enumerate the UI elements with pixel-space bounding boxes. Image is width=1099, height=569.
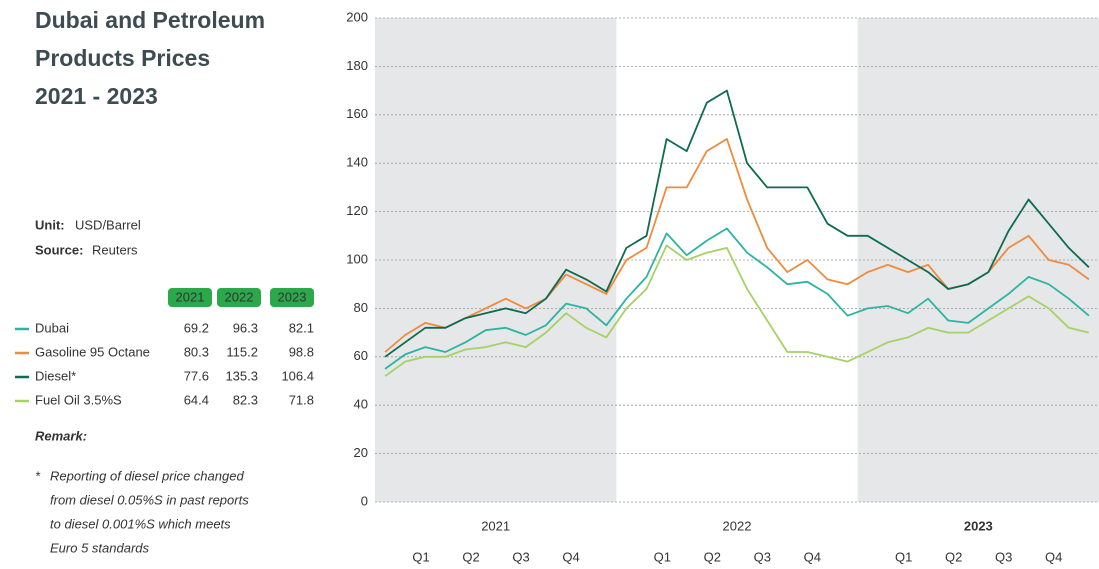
y-tick-label: 60 <box>354 348 368 363</box>
series-line <box>384 227 1090 370</box>
quarter-label: Q3 <box>995 549 1012 564</box>
table-value: 96.3 <box>233 320 258 335</box>
table-value: 77.6 <box>184 368 209 383</box>
table-value: 106.4 <box>281 368 314 383</box>
column-header: 2021 <box>176 289 205 304</box>
remark-title: Remark: <box>35 428 87 443</box>
quarter-label: Q2 <box>945 549 962 564</box>
chart-title: Dubai and Petroleum <box>35 7 265 33</box>
table-value: 69.2 <box>184 320 209 335</box>
column-badge <box>217 288 261 307</box>
remark-line: Euro 5 standards <box>50 540 150 555</box>
table-value: 64.4 <box>184 392 209 407</box>
y-tick-label: 100 <box>346 251 368 266</box>
series-line <box>384 244 1090 377</box>
legend-label: Fuel Oil 3.5%S <box>35 392 122 407</box>
table-value: 82.3 <box>233 392 258 407</box>
year-label: 2023 <box>964 518 993 533</box>
quarter-label: Q1 <box>654 549 671 564</box>
unit-label: Unit: <box>35 217 65 232</box>
quarter-label: Q2 <box>704 549 721 564</box>
quarter-label: Q3 <box>512 549 529 564</box>
column-badge <box>270 288 314 307</box>
remark-marker: * <box>35 468 41 483</box>
year-band <box>857 18 1099 502</box>
table-value: 98.8 <box>289 344 314 359</box>
y-tick-label: 40 <box>354 397 368 412</box>
series-line <box>384 89 1090 358</box>
quarter-label: Q3 <box>754 549 771 564</box>
y-tick-label: 180 <box>346 58 368 73</box>
quarter-label: Q4 <box>1045 549 1062 564</box>
quarter-label: Q4 <box>804 549 821 564</box>
chart-title: 2021 - 2023 <box>35 83 158 109</box>
chart-title: Products Prices <box>35 45 210 71</box>
table-value: 71.8 <box>289 392 314 407</box>
y-tick-label: 140 <box>346 155 368 170</box>
table-value: 80.3 <box>184 344 209 359</box>
legend-label: Gasoline 95 Octane <box>35 344 150 359</box>
remark-line: from diesel 0.05%S in past reports <box>50 492 249 507</box>
y-tick-label: 160 <box>346 106 368 121</box>
quarter-label: Q1 <box>895 549 912 564</box>
year-label: 2022 <box>723 518 752 533</box>
legend-label: Diesel* <box>35 368 76 383</box>
quarter-label: Q1 <box>412 549 429 564</box>
y-tick-label: 80 <box>354 300 368 315</box>
unit: USD/Barrel <box>75 217 141 232</box>
source-label: Source: <box>35 242 83 257</box>
remark-line: to diesel 0.001%S which meets <box>50 516 231 531</box>
remark-line: Reporting of diesel price changed <box>50 468 244 483</box>
legend-label: Dubai <box>35 320 69 335</box>
column-header: 2023 <box>278 289 307 304</box>
table-value: 115.2 <box>226 344 258 359</box>
column-header: 2022 <box>225 289 254 304</box>
source: Reuters <box>92 242 138 257</box>
y-tick-label: 200 <box>346 9 368 24</box>
y-tick-label: 20 <box>354 445 368 460</box>
quarter-label: Q4 <box>562 549 579 564</box>
y-tick-label: 120 <box>346 203 368 218</box>
year-label: 2021 <box>481 518 510 533</box>
table-value: 82.1 <box>289 320 314 335</box>
column-badge <box>168 288 212 307</box>
quarter-label: Q2 <box>462 549 479 564</box>
y-tick-label: 0 <box>361 493 368 508</box>
table-value: 135.3 <box>225 368 258 383</box>
